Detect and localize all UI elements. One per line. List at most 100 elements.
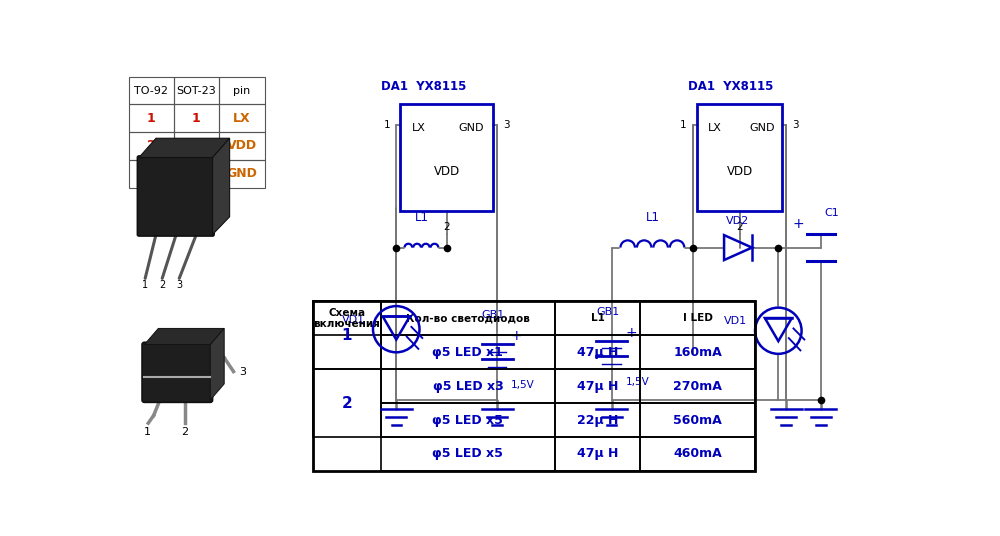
FancyBboxPatch shape <box>142 343 213 403</box>
Text: φ5 LED x5: φ5 LED x5 <box>432 414 503 427</box>
Bar <box>381 437 555 471</box>
Bar <box>129 160 174 188</box>
Text: DA1  YX8115: DA1 YX8115 <box>381 80 466 93</box>
Polygon shape <box>144 329 224 345</box>
Text: φ5 LED x1: φ5 LED x1 <box>432 346 503 359</box>
Text: TO-92: TO-92 <box>134 86 168 95</box>
Polygon shape <box>213 138 230 234</box>
Text: DA1  YX8115: DA1 YX8115 <box>688 80 773 93</box>
Text: 3: 3 <box>792 120 799 130</box>
Bar <box>313 301 755 471</box>
Bar <box>555 336 640 369</box>
Text: Кол-во светодиодов: Кол-во светодиодов <box>406 314 530 323</box>
Bar <box>400 103 493 211</box>
Text: 270mA: 270mA <box>673 379 722 393</box>
Text: C1: C1 <box>825 208 840 218</box>
Text: SOT-23: SOT-23 <box>176 86 216 95</box>
Text: GND: GND <box>227 167 257 180</box>
Text: 1: 1 <box>147 111 156 125</box>
Text: LX: LX <box>708 123 722 133</box>
Text: L1: L1 <box>645 212 659 225</box>
Text: +: + <box>792 218 804 232</box>
Text: 22μ H: 22μ H <box>577 414 618 427</box>
Text: +: + <box>511 329 523 343</box>
Bar <box>219 105 265 132</box>
Text: 2: 2 <box>443 222 450 232</box>
Bar <box>174 132 219 160</box>
Text: 1: 1 <box>680 120 687 130</box>
Bar <box>640 437 755 471</box>
Text: 2: 2 <box>147 139 156 152</box>
Bar <box>555 403 640 437</box>
Bar <box>313 369 381 437</box>
Text: GND: GND <box>749 123 774 133</box>
Text: 2: 2 <box>181 427 188 437</box>
Bar <box>555 437 640 471</box>
Bar <box>313 301 381 369</box>
Text: 47μ H: 47μ H <box>577 448 618 460</box>
Text: 1: 1 <box>383 120 390 130</box>
Bar <box>219 77 265 105</box>
Bar <box>381 336 555 369</box>
Text: 1: 1 <box>341 328 352 343</box>
Text: 3: 3 <box>239 367 246 377</box>
Text: φ5 LED x3: φ5 LED x3 <box>433 379 503 393</box>
Bar <box>174 160 219 188</box>
Bar <box>640 301 755 336</box>
Text: LX: LX <box>233 111 251 125</box>
Polygon shape <box>210 329 224 400</box>
Text: 3: 3 <box>147 167 156 180</box>
Text: VD1: VD1 <box>724 316 747 326</box>
Text: 460mA: 460mA <box>673 448 722 460</box>
Text: 1: 1 <box>144 427 151 437</box>
Bar <box>381 403 555 437</box>
Text: 2: 2 <box>341 396 352 411</box>
Text: VDD: VDD <box>726 165 753 178</box>
Text: VD1: VD1 <box>342 315 365 325</box>
Text: 1,5V: 1,5V <box>511 379 535 390</box>
Text: 2: 2 <box>736 222 743 232</box>
FancyBboxPatch shape <box>137 156 214 236</box>
Bar <box>640 336 755 369</box>
Bar <box>640 369 755 403</box>
Bar <box>555 369 640 403</box>
Bar <box>697 103 782 211</box>
Text: VD2: VD2 <box>726 216 750 226</box>
Text: 3: 3 <box>176 280 182 289</box>
Text: VDD: VDD <box>433 165 460 178</box>
Text: pin: pin <box>233 86 251 95</box>
Bar <box>219 132 265 160</box>
Bar <box>174 77 219 105</box>
Text: 560mA: 560mA <box>673 414 722 427</box>
Text: VDD: VDD <box>227 139 257 152</box>
Text: 3: 3 <box>503 120 510 130</box>
Text: L1: L1 <box>414 212 428 225</box>
Text: 47μ H: 47μ H <box>577 379 618 393</box>
Bar <box>381 369 555 403</box>
Text: Схема
включения: Схема включения <box>313 308 380 329</box>
Bar <box>129 132 174 160</box>
Text: φ5 LED x5: φ5 LED x5 <box>432 448 503 460</box>
Text: GB1: GB1 <box>482 310 505 321</box>
Text: GB1: GB1 <box>596 307 619 317</box>
Text: 2: 2 <box>192 167 201 180</box>
Bar <box>219 160 265 188</box>
Text: 47μ H: 47μ H <box>577 346 618 359</box>
Text: GND: GND <box>458 123 484 133</box>
Text: LX: LX <box>412 123 426 133</box>
Bar <box>313 301 381 336</box>
Text: 1: 1 <box>192 111 201 125</box>
Bar <box>129 77 174 105</box>
Text: L1: L1 <box>591 314 605 323</box>
Bar <box>640 403 755 437</box>
Text: 1,5V: 1,5V <box>626 377 649 386</box>
Text: +: + <box>626 326 637 340</box>
Text: I LED: I LED <box>683 314 713 323</box>
Text: 160mA: 160mA <box>673 346 722 359</box>
Bar <box>129 105 174 132</box>
Polygon shape <box>139 138 230 158</box>
Bar <box>381 301 555 336</box>
Text: 2: 2 <box>159 280 165 289</box>
Text: 1: 1 <box>142 280 148 289</box>
Text: 3: 3 <box>192 139 201 152</box>
